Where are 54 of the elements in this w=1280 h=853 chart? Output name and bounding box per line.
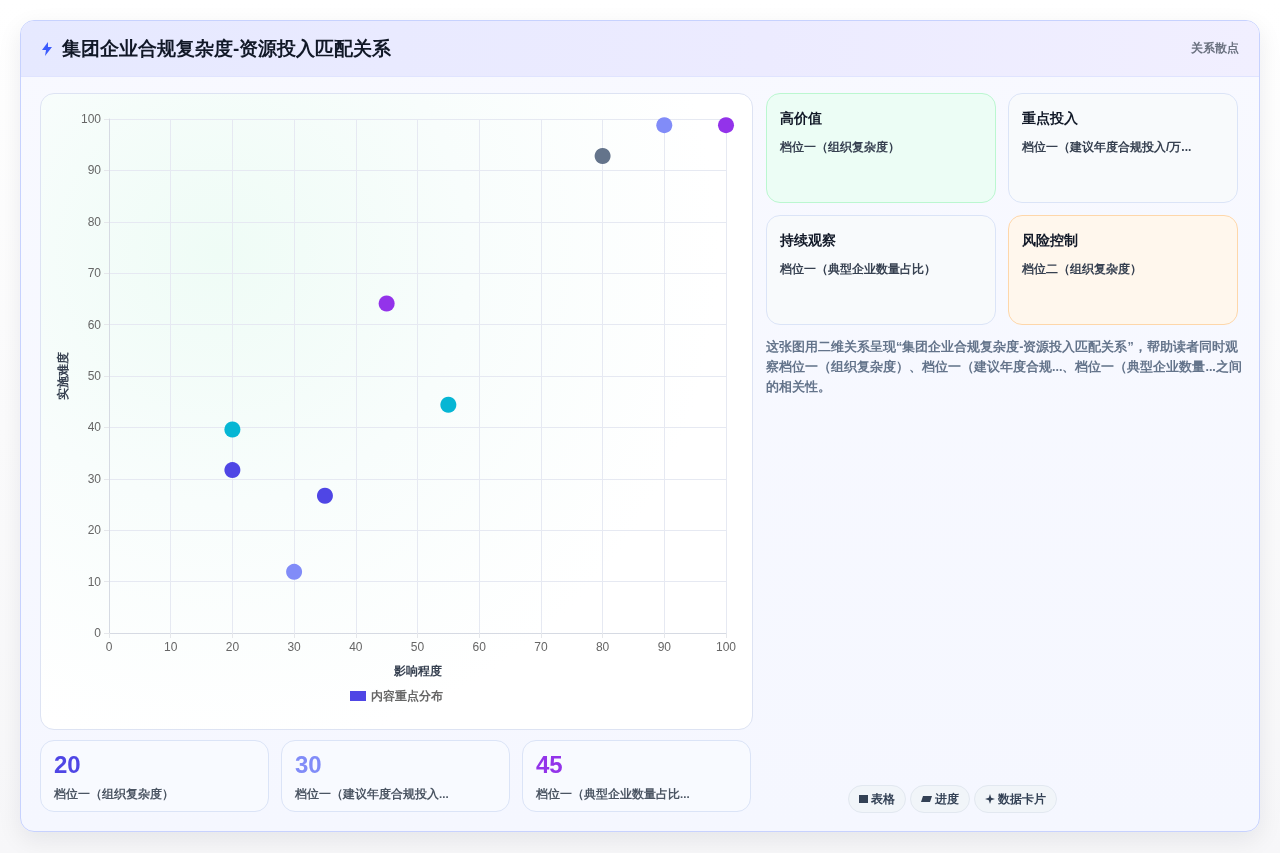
text: 高价值 [780, 110, 822, 128]
x-tick-label: 100 [715, 640, 737, 654]
x-axis-title: 影响程度 [392, 664, 442, 678]
point [286, 563, 303, 580]
y-tick-label: 100 [80, 112, 102, 126]
x-tick-label: 30 [287, 640, 302, 654]
y-tick-label: 90 [87, 163, 102, 178]
x-tick-label: 20 [225, 640, 240, 654]
text: 档位一（组织复杂度） [54, 787, 174, 802]
text: 档位一（典型企业数量占比... [536, 787, 690, 802]
chart-title: 集团企业合规复杂度-资源投入匹配关系 [62, 37, 392, 61]
y-axis-title: 实施难度 [56, 352, 70, 400]
x-tick-label: 0 [105, 640, 113, 654]
point [718, 117, 734, 134]
text: 45 [536, 751, 563, 779]
y-tick-label: 80 [87, 214, 102, 229]
text: 档位一（建议年度合规投入/万... [1022, 139, 1192, 156]
point [440, 396, 457, 413]
x-tick-label: 60 [472, 640, 487, 654]
text: 风险控制 [1022, 232, 1078, 250]
text: 关系散点 [1191, 40, 1239, 57]
y-tick-label: 20 [87, 523, 102, 538]
point [656, 117, 673, 134]
point [316, 487, 333, 504]
text: 持续观察 [780, 232, 836, 250]
y-tick-label: 60 [87, 317, 102, 332]
y-tick-label: 30 [87, 471, 102, 486]
y-tick-label: 70 [87, 266, 102, 281]
legend-label: 内容重点分布 [371, 689, 443, 703]
x-tick-label: 40 [349, 640, 363, 654]
text: 进度 [935, 793, 959, 805]
y-tick-label: 40 [87, 420, 102, 435]
text: 数据卡片 [998, 793, 1046, 805]
text: 30 [295, 751, 322, 779]
text: 20 [54, 751, 81, 779]
text: 重点投入 [1022, 110, 1078, 128]
x-tick-label: 70 [534, 640, 548, 654]
y-tick-label: 10 [87, 574, 102, 589]
text: 表格 [871, 793, 895, 805]
y-tick-label: 50 [87, 369, 102, 383]
point [378, 295, 395, 312]
x-tick-label: 10 [164, 640, 178, 654]
point [594, 148, 611, 164]
x-tick-label: 50 [410, 640, 425, 654]
y-tick-label: 0 [94, 626, 102, 640]
x-tick-label: 90 [657, 640, 672, 654]
point [224, 462, 241, 479]
text: 这张图用二维关系呈现“集团企业合规复杂度-资源投入匹配关系”，帮助读者同时观察档位一（组织复杂度）、档位一（建议年度合规...、档位一（典型企业数量...之间的相关性。 [766, 338, 1243, 396]
text: 档位一（建议年度合规投入... [295, 787, 449, 802]
text: 档位二（组织复杂度） [1022, 261, 1142, 278]
text: 档位一（组织复杂度） [780, 139, 900, 156]
text: 档位一（典型企业数量占比） [780, 261, 936, 278]
point [224, 421, 241, 438]
x-tick-label: 80 [595, 640, 610, 654]
